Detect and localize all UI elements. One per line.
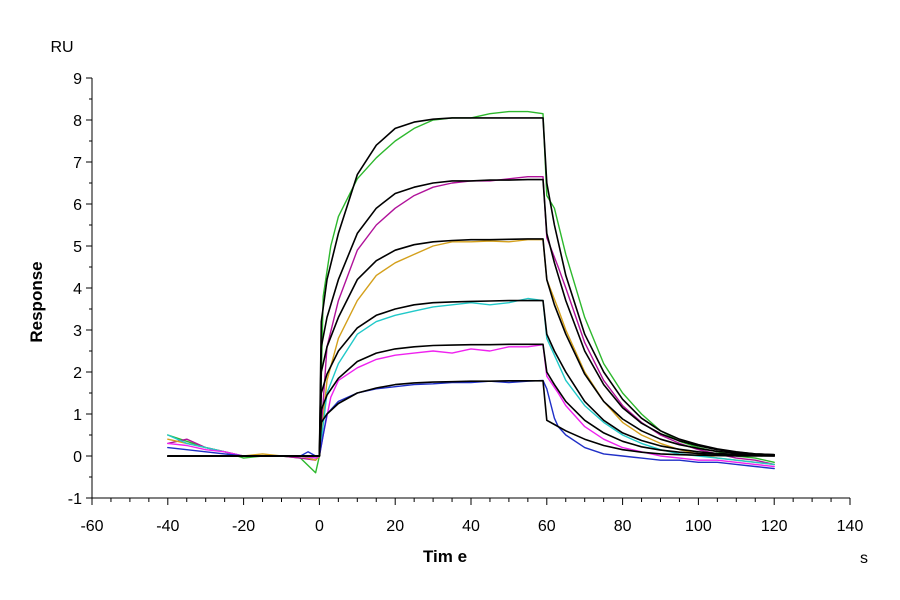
y-tick-label: 4 <box>73 281 82 298</box>
y-unit-label: RU <box>50 39 73 56</box>
series-layer <box>167 110 775 474</box>
response-curve <box>167 110 775 474</box>
y-tick-label: 1 <box>73 407 82 424</box>
response-curve <box>167 239 775 466</box>
y-tick-label: 0 <box>73 449 82 466</box>
response-curve <box>167 176 775 466</box>
x-tick-label: 40 <box>462 518 480 535</box>
x-axis-title: Tim e <box>423 547 467 566</box>
x-tick-label: 140 <box>837 518 864 535</box>
fit-curve <box>167 380 775 457</box>
x-tick-label: 20 <box>386 518 404 535</box>
x-tick-label: 100 <box>685 518 712 535</box>
y-tick-label: -1 <box>68 491 82 508</box>
y-tick-label: 3 <box>73 323 82 340</box>
x-tick-label: 80 <box>614 518 632 535</box>
y-tick-label: 7 <box>73 155 82 172</box>
fit-curve <box>167 178 775 457</box>
x-tick-label: -40 <box>156 518 179 535</box>
fit-curve <box>167 343 775 457</box>
x-unit-label: s <box>860 550 868 567</box>
x-tick-label: 60 <box>538 518 556 535</box>
x-tick-label: 0 <box>315 518 324 535</box>
y-tick-label: 2 <box>73 365 82 382</box>
y-tick-label: 6 <box>73 197 82 214</box>
y-tick-label: 8 <box>73 113 82 130</box>
fit-curve <box>167 238 775 457</box>
y-axis-title: Response <box>27 261 46 342</box>
fit-curve <box>167 299 775 457</box>
x-tick-label: -20 <box>232 518 255 535</box>
y-tick-label: 5 <box>73 239 82 256</box>
response-curve <box>167 344 775 468</box>
y-tick-label: 9 <box>73 71 82 88</box>
x-tick-label: 120 <box>761 518 788 535</box>
x-tick-label: -60 <box>80 518 103 535</box>
axes: -1 0 1 2 3 4 5 6 7 8 9 -60 -40 -20 0 20 40 60 80 100 120 140 <box>68 71 864 535</box>
fit-curve <box>167 117 775 457</box>
